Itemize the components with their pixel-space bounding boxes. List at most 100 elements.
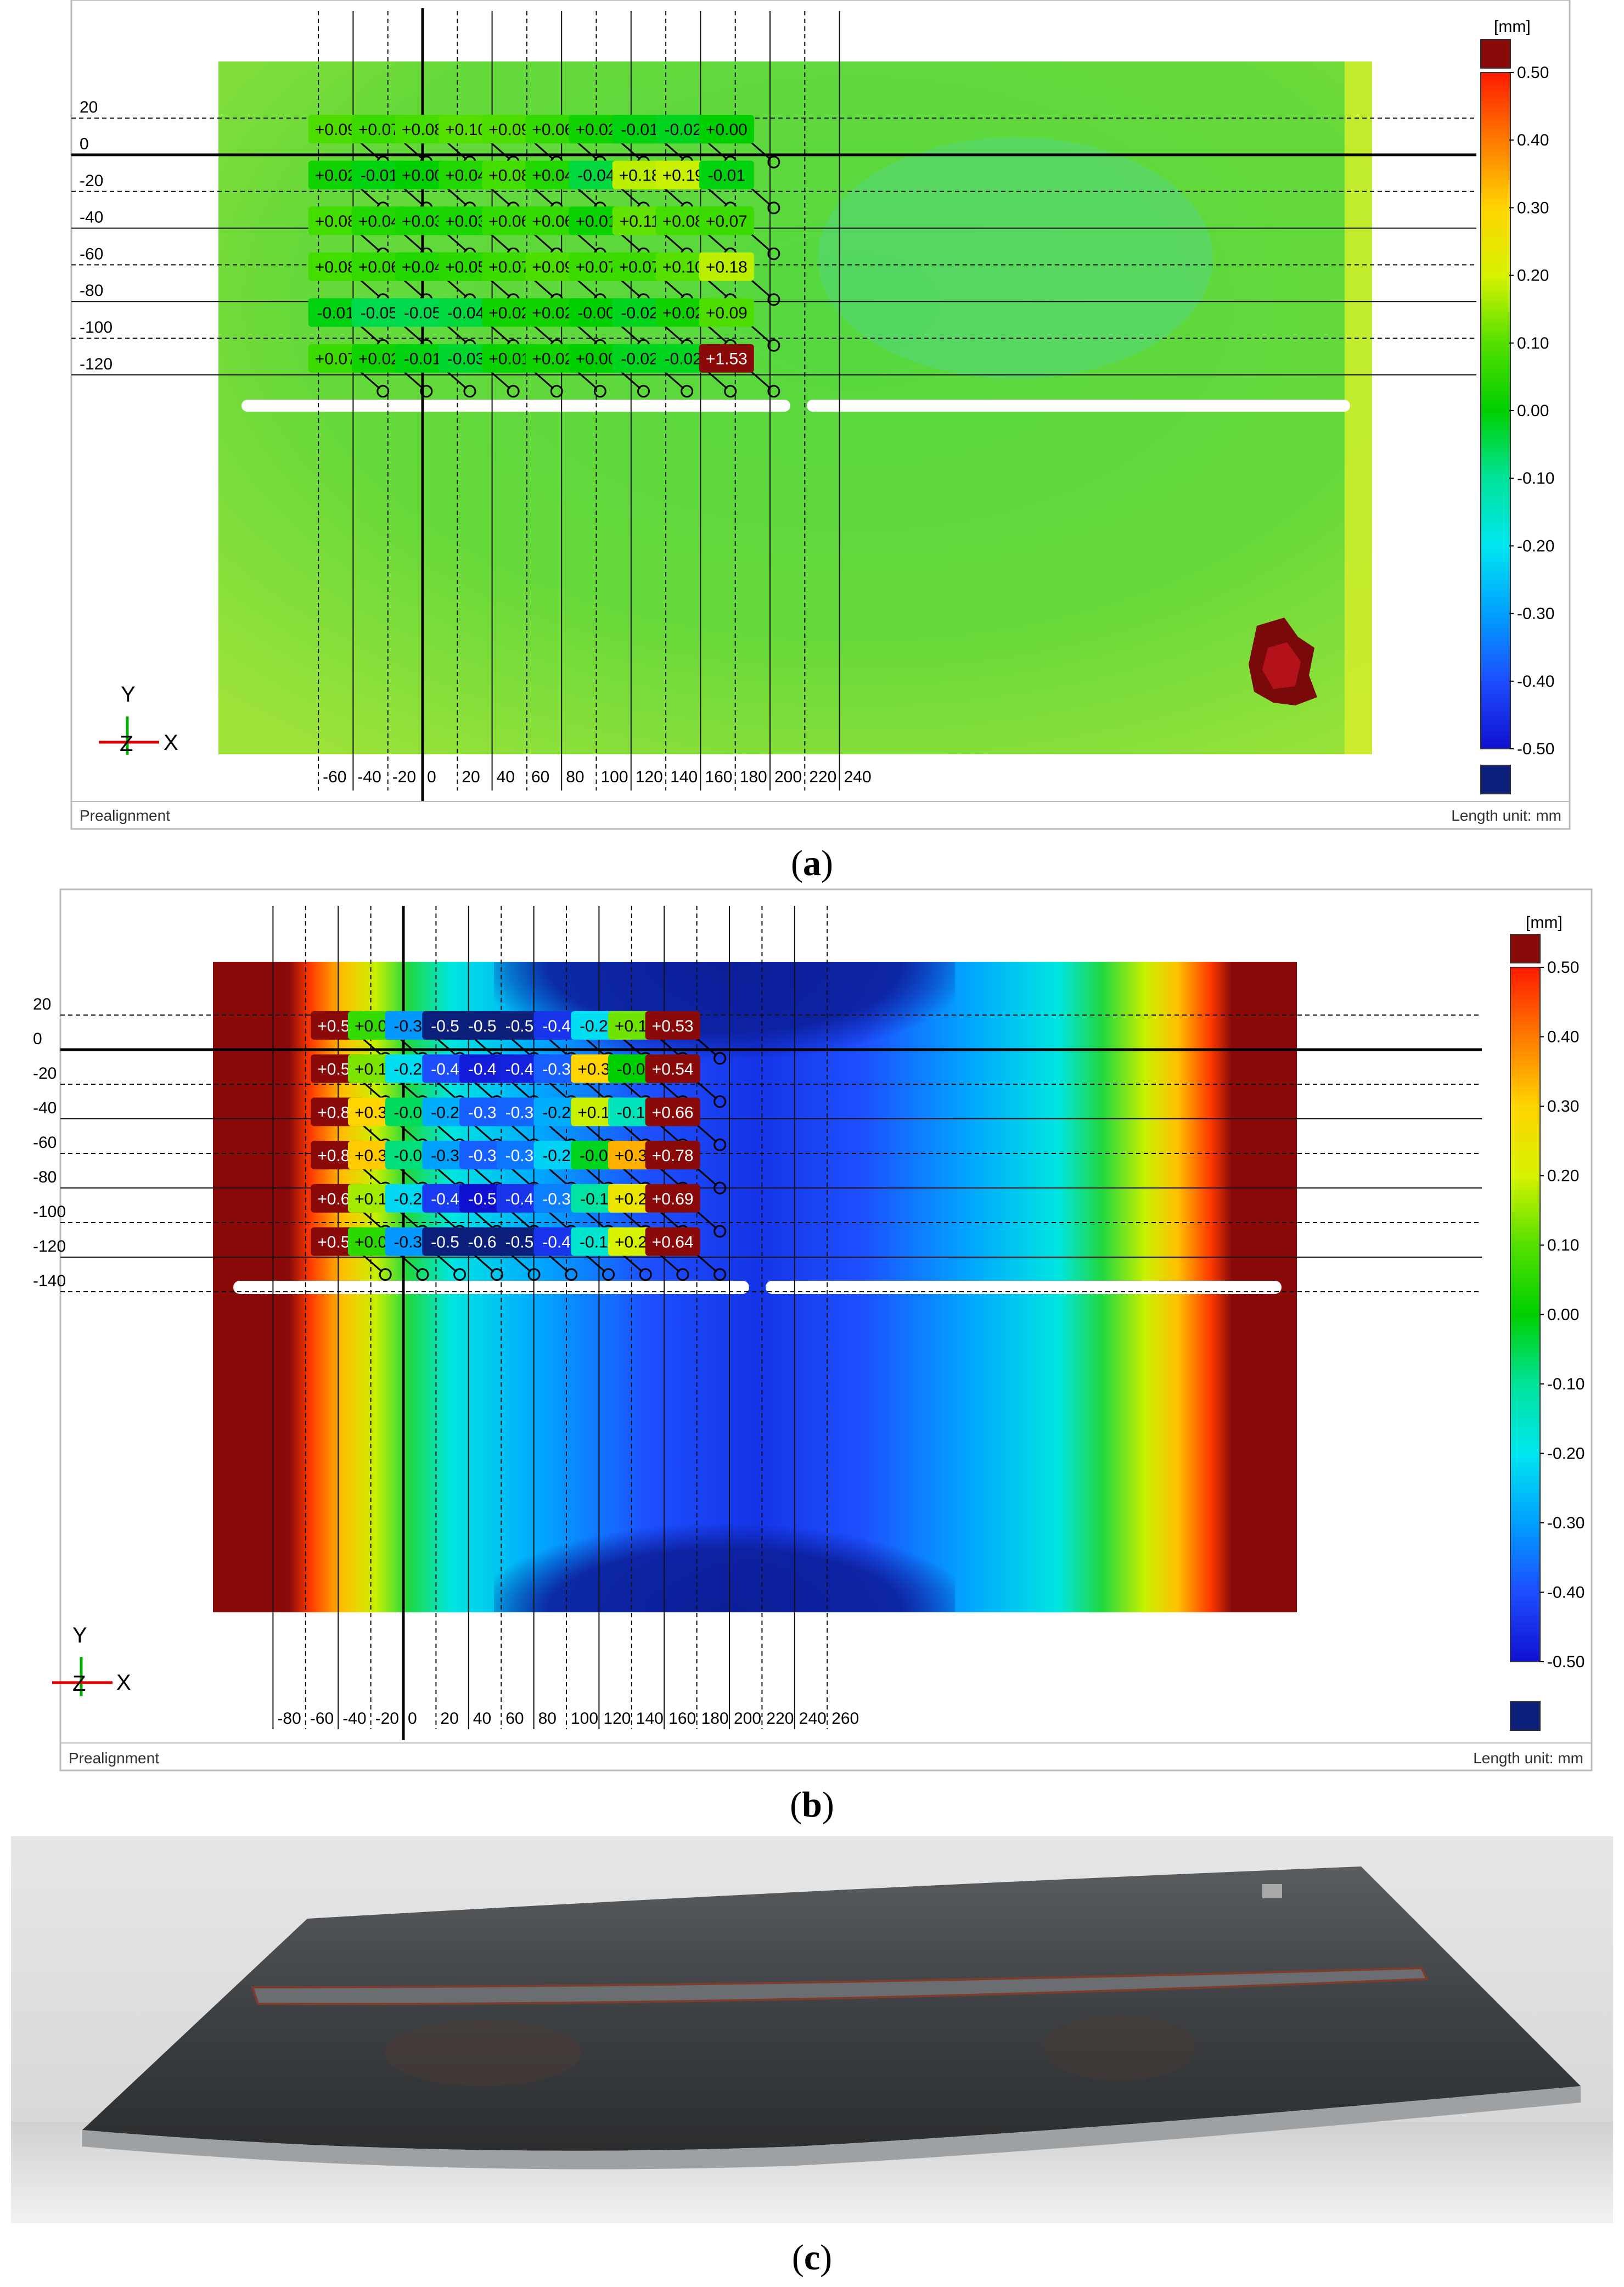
colorbar-tick-label: -0.40	[1517, 672, 1554, 691]
measure-point-icon	[767, 201, 780, 215]
deviation-value: +0.08	[315, 212, 357, 231]
deviation-value: -0.01	[317, 304, 355, 322]
colorbar-tick-label: 0.00	[1517, 402, 1549, 420]
colorbar-overflow-high-b	[1510, 934, 1541, 963]
colorbar-overflow-low-a	[1480, 765, 1511, 794]
deviation-value: -0.01	[404, 350, 441, 368]
tick-labels-a: -60 -40 -20 0 20 40 60 80 100 120 140 160 180 200 220 2…	[80, 98, 872, 786]
caption-c: (c)	[791, 2238, 833, 2278]
leader-line	[748, 139, 771, 160]
deviation-label: +0.07	[351, 115, 433, 169]
deviation-value: -0.04	[577, 167, 615, 185]
measure-point-icon	[490, 1268, 503, 1281]
defect-spot-core-a	[1262, 642, 1301, 689]
measure-point-icon	[713, 1052, 727, 1065]
deviation-value: +0.02	[315, 167, 357, 185]
deviation-value: +0.78	[652, 1147, 694, 1165]
deviation-label: +0.07	[699, 206, 780, 260]
x-tick-label: -80	[277, 1709, 301, 1728]
status-left-b: Prealignment	[69, 1750, 159, 1767]
measure-point-icon	[593, 385, 606, 398]
deviation-label: +0.02	[482, 298, 563, 352]
deviation-value: +0.03	[445, 212, 487, 231]
measure-point-icon	[767, 293, 780, 306]
colorbar-tick-label: 0.10	[1517, 334, 1549, 352]
deviation-value-box	[439, 115, 494, 144]
leader-line	[694, 1208, 717, 1230]
deviation-value-box	[308, 298, 363, 327]
colorbar-tick-label: -0.30	[1517, 605, 1554, 623]
colorbar-tick-label: -0.20	[1547, 1445, 1584, 1463]
deviation-value: +0.08	[488, 167, 530, 185]
deviation-value: -0.01	[708, 167, 745, 185]
deviation-value: +0.05	[445, 259, 487, 277]
deviation-value: +0.64	[652, 1234, 694, 1252]
y-tick-label: -40	[80, 209, 103, 227]
measure-point-icon	[767, 339, 780, 352]
deviation-value-box	[439, 298, 494, 327]
deviation-label: +0.04	[395, 252, 476, 306]
x-tick-label: 100	[571, 1709, 598, 1728]
measure-point-icon	[416, 1268, 429, 1281]
y-tick-label: -20	[33, 1064, 57, 1083]
deviation-value-box	[699, 115, 754, 144]
deviation-value-box	[308, 344, 363, 373]
deviation-label: +0.07	[308, 344, 390, 398]
measure-point-icon	[724, 385, 737, 398]
measure-point-icon	[713, 1225, 727, 1238]
deviation-label: -0.02	[612, 344, 694, 398]
x-tick-label: -20	[392, 768, 416, 786]
x-tick-label: 80	[566, 768, 584, 786]
leader-line	[748, 277, 771, 298]
deviation-label: +0.04	[525, 160, 606, 215]
deviation-value: +0.69	[652, 1190, 694, 1208]
deviation-value-box	[645, 1227, 700, 1256]
deviation-value: -0.02	[665, 121, 702, 139]
caption-b: (b)	[790, 1785, 834, 1825]
deviation-value-box	[351, 160, 407, 189]
deviation-value: +0.07	[619, 259, 661, 277]
steel-plate-edge	[82, 2086, 1581, 2170]
deviation-label: +0.02	[569, 115, 650, 169]
deviation-labels-a: +0.09 +0.07 +0.08 +0.10 +0.09 +0.06 +0.02 -0.01…	[308, 115, 780, 398]
deviation-label: +0.66	[645, 1097, 727, 1151]
deviation-value-box	[569, 115, 624, 144]
deviation-label: +0.11	[612, 206, 694, 260]
deviation-value: -0.05	[404, 304, 441, 322]
deviation-value-box	[439, 344, 494, 373]
deviation-value: +0.06	[358, 259, 400, 277]
deviation-value-box	[439, 160, 494, 189]
deviation-value-box	[308, 160, 363, 189]
deviation-value-box	[351, 115, 407, 144]
colorbar-tick-label: 0.40	[1517, 131, 1549, 149]
leader-line	[748, 323, 771, 344]
colorbar-tick-label: -0.10	[1547, 1375, 1584, 1393]
deviation-value-box	[308, 206, 363, 236]
deviation-value-box	[655, 344, 711, 373]
deviation-label: +0.08	[482, 160, 563, 215]
deviation-value-box	[699, 344, 754, 373]
deviation-label: +0.09	[699, 298, 780, 352]
y-tick-label: -120	[80, 355, 113, 373]
deviation-value: +1.53	[706, 350, 748, 368]
x-tick-label: -60	[323, 768, 346, 786]
measure-point-icon	[463, 385, 476, 398]
deviation-value-box	[395, 252, 450, 281]
leader-line	[694, 1035, 717, 1057]
deviation-label: +0.03	[395, 206, 476, 260]
deviation-label: +0.78	[645, 1141, 727, 1195]
weld-slot-left-a	[241, 400, 790, 412]
measure-point-icon	[420, 385, 433, 398]
deviation-label: +0.69	[645, 1184, 727, 1238]
colorbar-tick-label: 0.30	[1547, 1097, 1579, 1116]
deviation-label: -0.00	[569, 298, 650, 352]
x-tick-label: 220	[809, 768, 836, 786]
x-tick-label: 80	[538, 1709, 557, 1728]
deviation-value: +0.01	[576, 212, 617, 231]
deviation-value-box	[395, 344, 450, 373]
deviation-value-box	[645, 1141, 700, 1170]
deviation-low-bottom-b	[494, 1449, 955, 1612]
deviation-value: +0.00	[576, 350, 617, 368]
leader-line	[694, 1122, 717, 1143]
measure-point-icon	[681, 385, 694, 398]
